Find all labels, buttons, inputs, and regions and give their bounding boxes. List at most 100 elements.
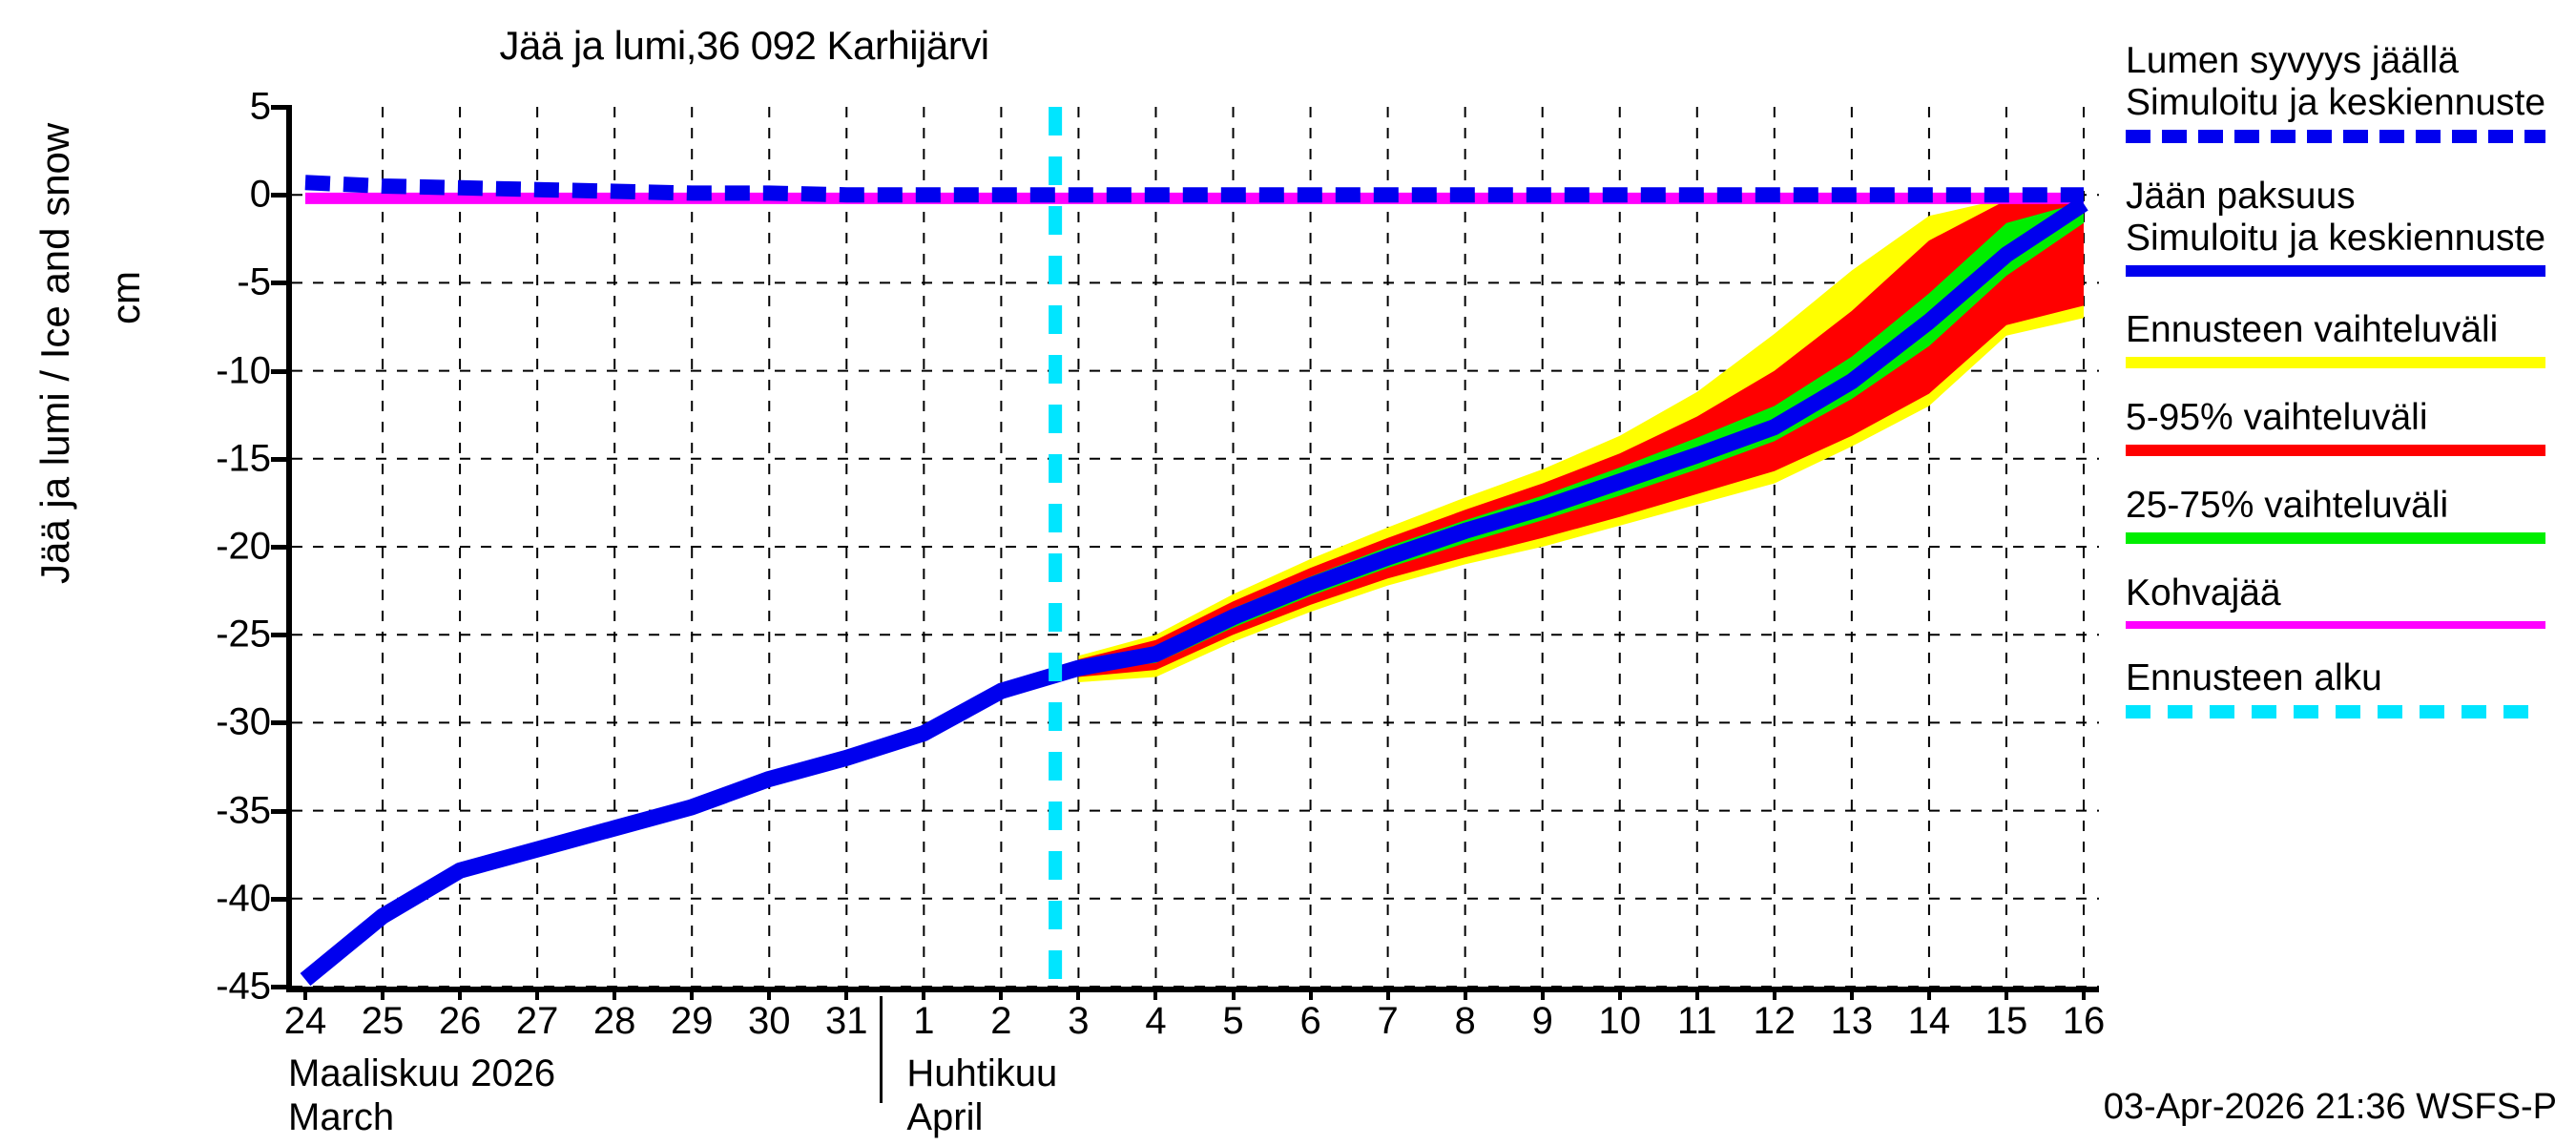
x-tick-mark: [1694, 987, 1699, 1000]
x-tick-label: 9: [1531, 1000, 1553, 1042]
x-tick-label: 26: [438, 1000, 482, 1042]
x-tick-mark: [1153, 987, 1158, 1000]
x-tick-label: 10: [1598, 1000, 1641, 1042]
data-series: [300, 175, 2088, 987]
x-tick-mark: [844, 987, 849, 1000]
y-tick-label: -5: [237, 260, 271, 303]
y-tick-mark: [271, 985, 292, 989]
x-tick-mark: [922, 987, 926, 1000]
x-tick-label: 6: [1299, 1000, 1321, 1042]
legend-swatch-forecast-start: [2126, 704, 2545, 718]
series-ice-thickness: [300, 197, 2088, 987]
x-tick-mark: [613, 987, 617, 1000]
chart-graphics: [292, 107, 2099, 987]
month-label: Maaliskuu 2026 March: [288, 1051, 555, 1140]
x-tick-mark: [999, 987, 1004, 1000]
grid-lines: [292, 107, 2099, 987]
x-tick-label: 4: [1145, 1000, 1167, 1042]
legend-label: 25-75% vaihteluväli: [2126, 485, 2449, 527]
x-tick-mark: [458, 987, 463, 1000]
y-tick-mark: [271, 193, 292, 198]
uncertainty-band: [1078, 199, 2084, 677]
y-tick-mark: [271, 281, 292, 286]
x-tick-mark: [1926, 987, 1931, 1000]
chart-title: Jää ja lumi,36 092 Karhijärvi: [499, 23, 989, 68]
x-tick-label: 28: [592, 1000, 636, 1042]
legend-item-range-5-95: 5-95% vaihteluväli: [2126, 397, 2574, 457]
plot-area: 5 0 -5 -10 -15 -20 -25 -30 -35 -40 -45 24 25 26 27 28 2…: [216, 86, 2105, 1043]
legend-label: Lumen syvyys jäällä: [2126, 40, 2459, 81]
y-tick-label: -10: [216, 349, 271, 392]
y-tick-mark: [271, 720, 292, 726]
legend-item-ice-thickness: Jään paksuus Simuloitu ja keskiennuste: [2126, 176, 2574, 278]
x-tick-mark: [303, 987, 307, 1000]
legend-label: Kohvajää: [2126, 572, 2281, 614]
x-tick-mark: [1617, 987, 1622, 1000]
legend-swatch-ice-thickness: [2126, 265, 2545, 278]
x-tick-label: 27: [515, 1000, 559, 1042]
y-tick-mark: [271, 545, 292, 550]
y-tick-label: -25: [216, 613, 271, 656]
legend-sublabel: Simuloitu ja keskiennuste: [2126, 218, 2546, 260]
y-axis-label: Jää ja lumi / Ice and snow: [32, 122, 77, 584]
y-axis-unit: cm: [103, 271, 148, 324]
legend-swatch-slush-ice: [2126, 620, 2545, 629]
legend-label: Ennusteen vaihteluväli: [2126, 309, 2499, 351]
x-tick-label: 12: [1753, 1000, 1797, 1042]
series-snow-depth: [304, 175, 2084, 203]
x-tick-mark: [535, 987, 540, 1000]
month-label-fi: Maaliskuu 2026: [288, 1052, 556, 1094]
x-tick-mark: [1772, 987, 1776, 1000]
footer-timestamp: 03-Apr-2026 21:36 WSFS-P: [2103, 1087, 2557, 1127]
legend-swatch-forecast-range: [2126, 357, 2545, 369]
y-tick-mark: [271, 633, 292, 638]
x-tick-mark: [1231, 987, 1236, 1000]
x-tick-mark: [381, 987, 385, 1000]
x-tick-mark: [1076, 987, 1081, 1000]
x-tick-mark: [2082, 987, 2086, 1000]
month-label-en: March: [288, 1096, 395, 1139]
legend-swatch-range-5-95: [2126, 445, 2545, 457]
month-separator: [879, 996, 883, 1103]
legend-swatch-range-25-75: [2126, 532, 2545, 545]
legend-item-slush-ice: Kohvajää: [2126, 572, 2574, 629]
y-tick-mark: [271, 456, 292, 462]
y-tick-label: -45: [216, 965, 271, 1008]
legend-label: Ennusteen alku: [2126, 656, 2382, 698]
y-tick-label: -40: [216, 877, 271, 920]
x-tick-mark: [1463, 987, 1467, 1000]
x-tick-mark: [1385, 987, 1390, 1000]
y-tick-label: 0: [249, 173, 271, 216]
legend-swatch-snow-depth-on-ice: [2126, 130, 2545, 144]
legend: Lumen syvyys jäällä Simuloitu ja keskienn…: [2126, 40, 2574, 747]
x-tick-label: 25: [361, 1000, 405, 1042]
y-tick-mark: [271, 105, 292, 110]
x-tick-label: 3: [1068, 1000, 1090, 1042]
legend-sublabel: Simuloitu ja keskiennuste: [2126, 82, 2546, 124]
uncertainty-band: [1078, 201, 2084, 672]
x-tick-label: 29: [670, 1000, 714, 1042]
x-tick-label: 1: [913, 1000, 935, 1042]
y-tick-label: -15: [216, 437, 271, 480]
x-tick-label: 7: [1377, 1000, 1399, 1042]
x-tick-label: 13: [1830, 1000, 1874, 1042]
x-tick-label: 30: [748, 1000, 791, 1042]
y-tick-label: -30: [216, 700, 271, 743]
legend-item-forecast-start: Ennusteen alku: [2126, 657, 2574, 718]
legend-item-snow-depth-on-ice: Lumen syvyys jäällä Simuloitu ja keskienn…: [2126, 40, 2574, 144]
x-tick-mark: [2004, 987, 2008, 1000]
x-tick-mark: [1308, 987, 1313, 1000]
month-label: Huhtikuu April: [906, 1051, 1057, 1140]
x-tick-mark: [1540, 987, 1545, 1000]
y-tick-label: -20: [216, 525, 271, 568]
y-tick-mark: [271, 368, 292, 374]
x-tick-label: 5: [1222, 1000, 1244, 1042]
x-tick-label: 15: [1984, 1000, 2028, 1042]
legend-item-range-25-75: 25-75% vaihteluväli: [2126, 485, 2574, 545]
y-tick-label: -35: [216, 789, 271, 832]
month-label-fi: Huhtikuu: [906, 1052, 1058, 1094]
x-tick-label: 31: [825, 1000, 868, 1042]
y-tick-mark: [271, 808, 292, 814]
uncertainty-bands: [1078, 198, 2084, 682]
